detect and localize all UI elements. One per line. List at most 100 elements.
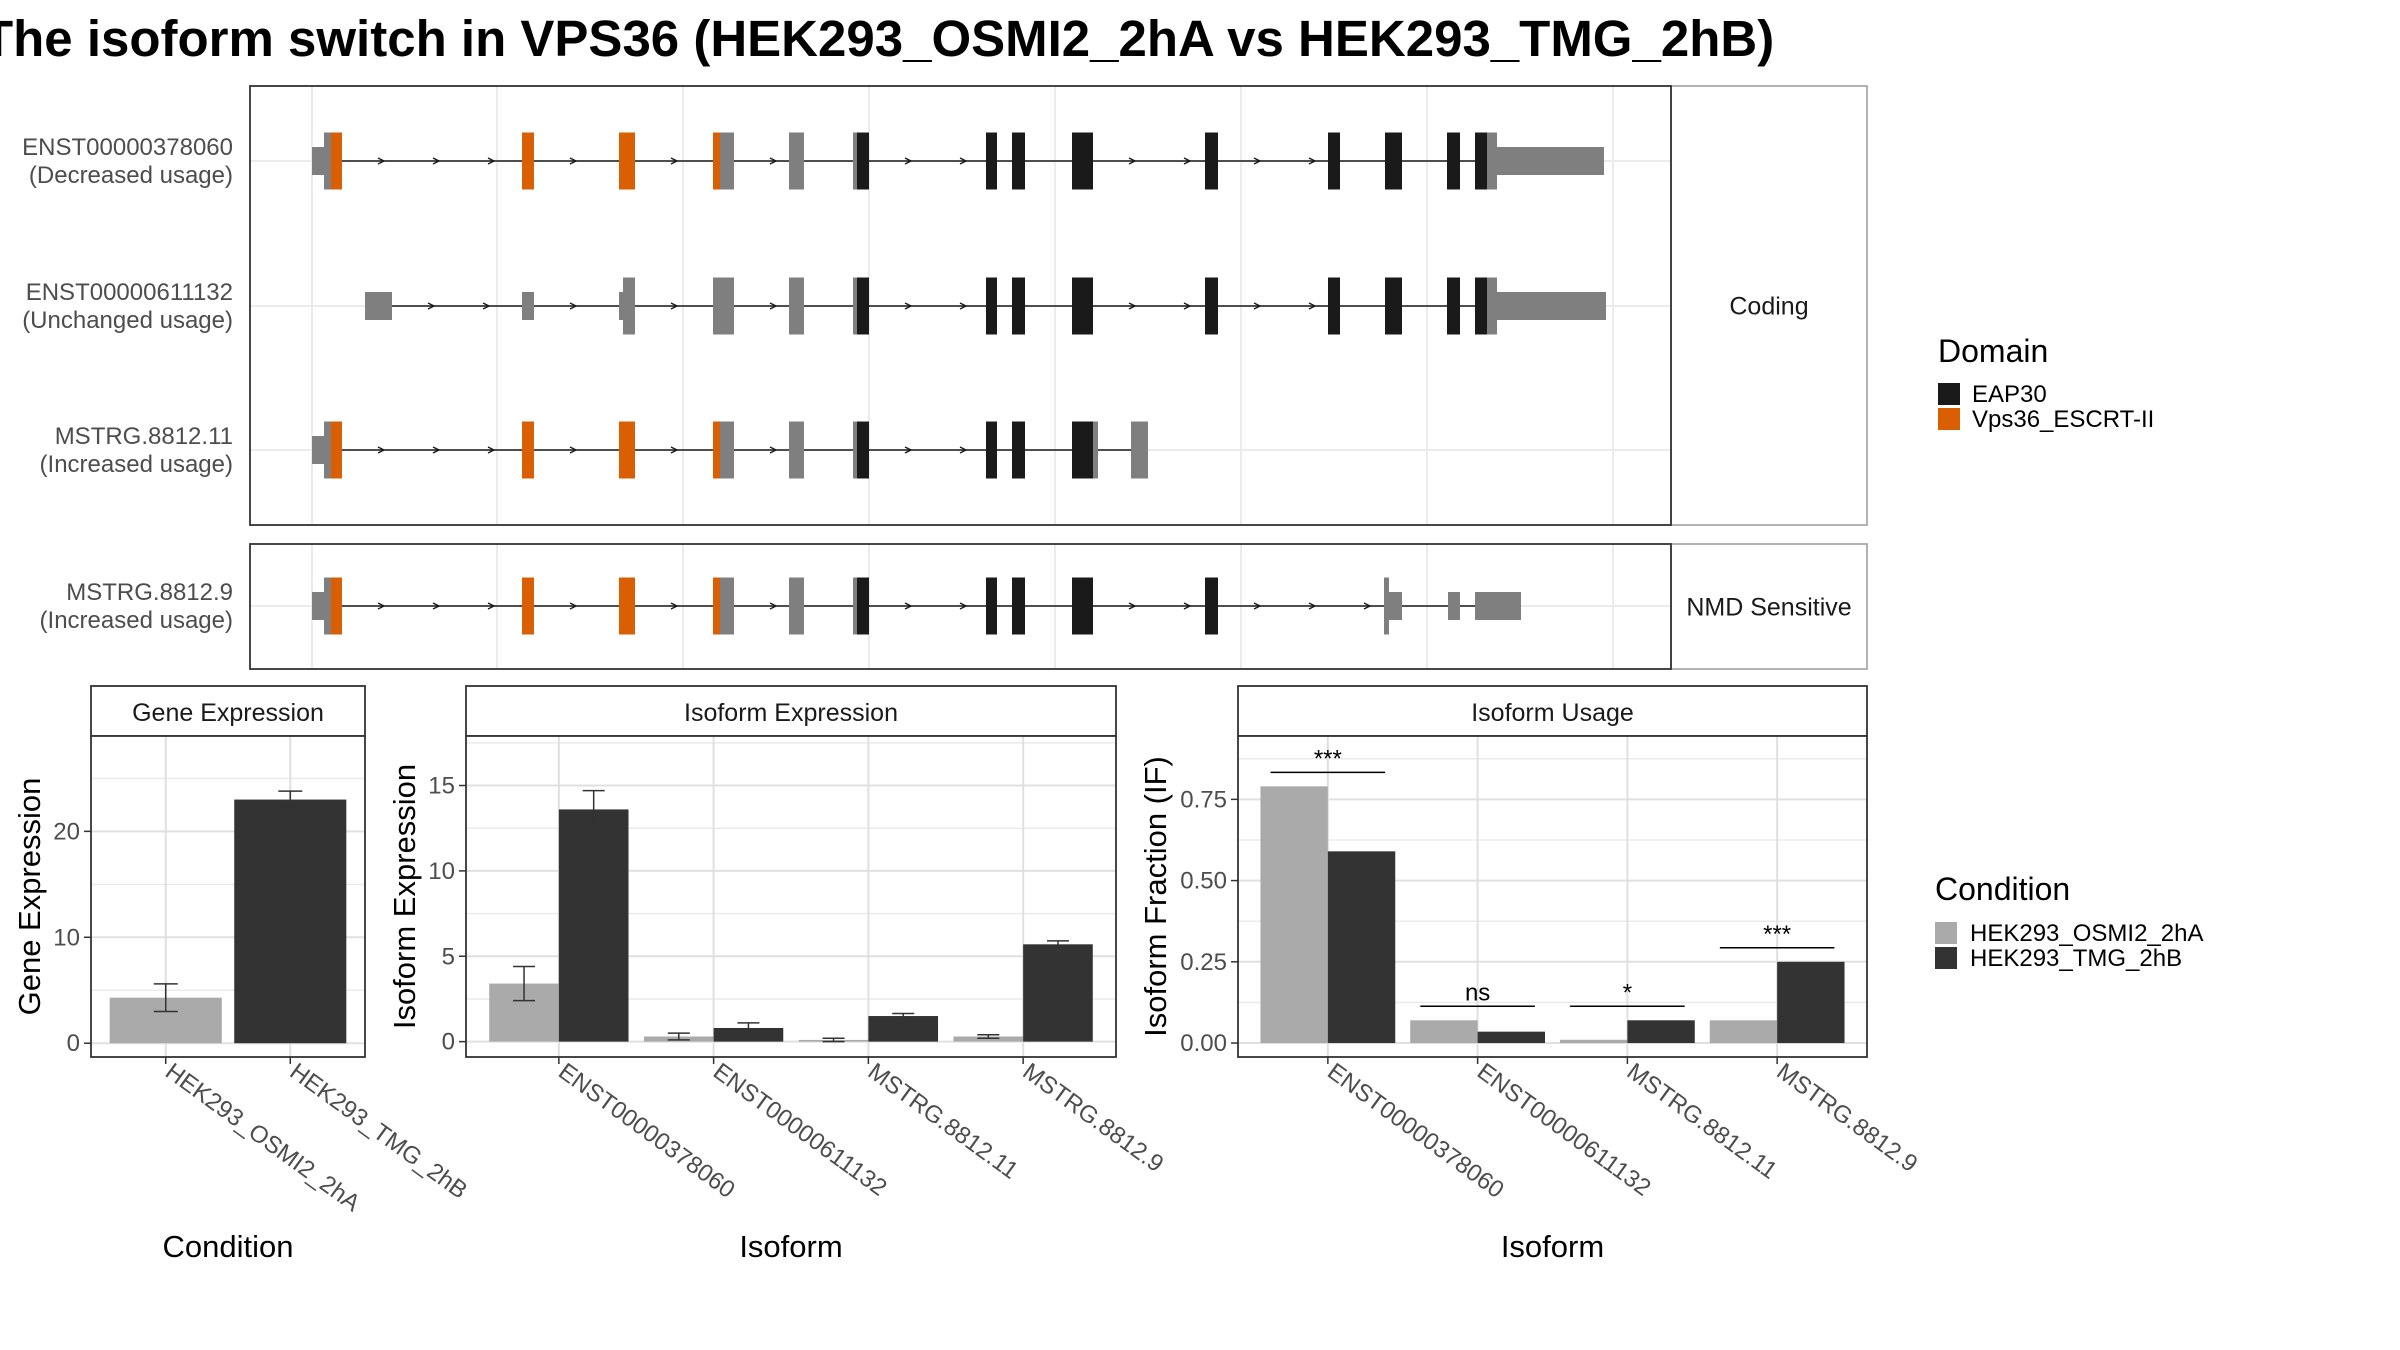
exon-utr [312, 436, 324, 464]
bar [558, 809, 629, 1042]
y-tick-label: 0.50 [1180, 868, 1227, 895]
exon-utr [312, 147, 324, 175]
intron-arrow [670, 602, 679, 610]
bar [1709, 1020, 1778, 1044]
strip-bg [465, 685, 1117, 737]
intron-arrow [432, 157, 441, 165]
exon-domain-eap30 [1205, 277, 1218, 335]
exon-domain-eap30 [986, 277, 997, 335]
y-axis-title: Isoform Expression [387, 764, 422, 1029]
strip-label: Isoform Expression [684, 699, 898, 727]
strip-bg [1237, 685, 1868, 737]
intron-arrow [377, 602, 386, 610]
significance-label: *** [1314, 745, 1342, 772]
bar-chart-3: Isoform Usage***ns ****0.000.250.500.75EN… [1138, 685, 1923, 1264]
isoform-label: MSTRG.8812.11 [55, 423, 233, 450]
y-tick-label: 0.75 [1180, 786, 1227, 813]
panel-border [465, 735, 1117, 1058]
exon-domain-eap30 [1205, 577, 1218, 635]
intron-arrow [482, 302, 491, 310]
exon-domain-eap30 [1475, 132, 1487, 190]
exon-utr [853, 277, 857, 335]
strip-label: Gene Expression [132, 699, 324, 727]
bar [1410, 1020, 1478, 1044]
legend-label: Vps36_ESCRT-II [1972, 406, 2154, 433]
intron-arrow [569, 602, 578, 610]
strip-label: Coding [1729, 293, 1808, 321]
intron-arrow [904, 302, 913, 310]
isoform-usage-label: (Increased usage) [40, 451, 233, 478]
bar [713, 1027, 784, 1042]
exon-domain-eap30 [1012, 577, 1025, 635]
intron-arrow [959, 446, 968, 454]
exon-domain-vps36 [619, 421, 635, 479]
intron-arrow [959, 302, 968, 310]
exon-domain-vps36 [522, 577, 534, 635]
strip-bg [1670, 543, 1868, 670]
strip-label: Isoform Usage [1471, 699, 1634, 727]
y-tick-label: 0.25 [1180, 949, 1227, 976]
error-bar [737, 1022, 760, 1034]
intron-arrow [769, 157, 778, 165]
intron-arrow [569, 446, 578, 454]
intron-arrow [769, 446, 778, 454]
exon-domain-eap30 [1475, 277, 1487, 335]
x-axis-title: Isoform [739, 1229, 842, 1264]
intron-arrow [432, 446, 441, 454]
error-bar [513, 965, 536, 1002]
intron-arrow [1308, 302, 1317, 310]
intron-arrow [670, 157, 679, 165]
exon-domain-vps36 [713, 132, 720, 190]
intron-arrow [904, 446, 913, 454]
intron-arrow [432, 602, 441, 610]
intron-arrow [959, 602, 968, 610]
exon-domain-vps36 [713, 577, 720, 635]
exon-domain-eap30 [1012, 277, 1025, 335]
exon-domain-eap30 [1205, 132, 1218, 190]
intron-arrow [670, 302, 679, 310]
intron-arrow [904, 602, 913, 610]
bar [953, 1036, 1024, 1042]
legend-swatch [1935, 922, 1957, 944]
exon-utr [720, 421, 734, 479]
panel-border [90, 735, 366, 1058]
legend-swatch [1938, 408, 1960, 430]
bar [1327, 851, 1396, 1044]
exon-utr [365, 292, 392, 320]
intron-arrow [1308, 157, 1317, 165]
significance-label: *** [1763, 921, 1791, 948]
structure-panel-border [249, 85, 1672, 526]
exon-domain-vps36 [331, 577, 342, 635]
y-tick-label: 5 [442, 943, 455, 970]
exon-utr [522, 292, 534, 320]
intron-arrow [377, 157, 386, 165]
bar [1023, 944, 1093, 1042]
error-bar [822, 1037, 845, 1043]
exon-utr [853, 132, 857, 190]
bar [1627, 1020, 1695, 1044]
exon-utr [619, 292, 623, 320]
intron-arrow [904, 157, 913, 165]
isoform-label: ENST00000378060 [22, 134, 233, 161]
exon-utr [720, 132, 734, 190]
bar [234, 799, 347, 1044]
error-bar [667, 1032, 690, 1041]
exon-utr [789, 421, 804, 479]
exon-utr [720, 577, 734, 635]
error-bar [892, 1012, 915, 1020]
intron-arrow [670, 446, 679, 454]
exon-domain-eap30 [857, 421, 869, 479]
panel-border [1237, 735, 1868, 1058]
error-bar [278, 790, 303, 808]
exon-utr [324, 421, 331, 479]
isoform-usage-label: (Unchanged usage) [22, 307, 233, 334]
intron-arrow [569, 157, 578, 165]
significance-label: ns [1465, 979, 1490, 1006]
exon-domain-eap30 [1328, 132, 1340, 190]
intron-arrow [769, 302, 778, 310]
exon-domain-eap30 [1447, 132, 1460, 190]
x-tick-label: MSTRG.8812.9 [1772, 1058, 1923, 1178]
